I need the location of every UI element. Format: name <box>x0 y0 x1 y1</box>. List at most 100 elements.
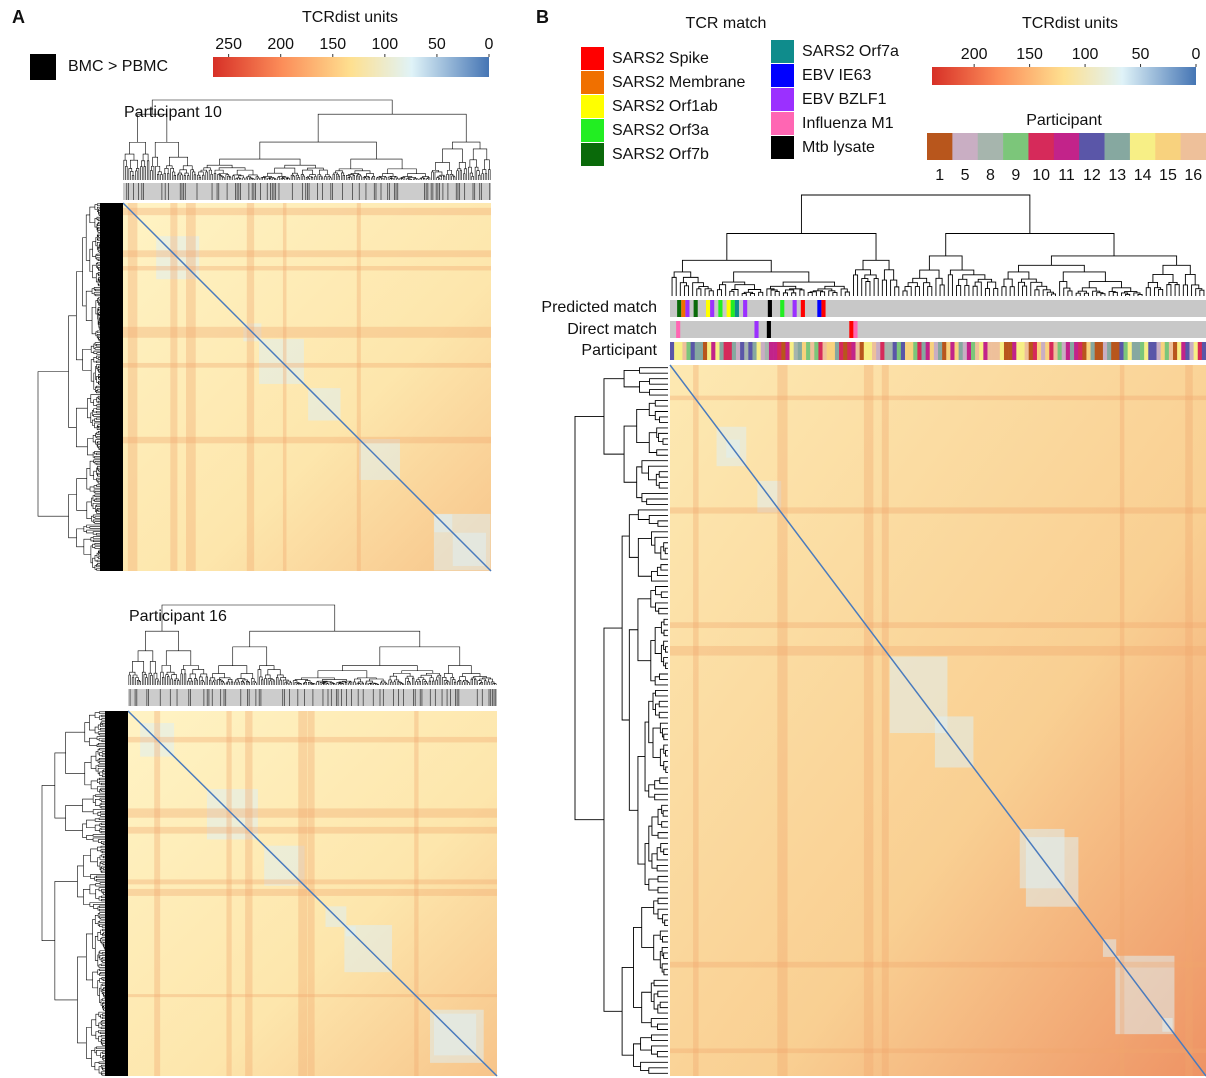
heatmap-band <box>670 622 1206 629</box>
participant-cell <box>810 342 815 360</box>
annotation-tick <box>342 183 343 200</box>
annotation-tick <box>291 183 293 200</box>
participant-cell <box>756 342 762 360</box>
annotation-tick <box>146 689 148 706</box>
annotation-tick <box>441 689 443 706</box>
annotation-tick <box>393 689 394 706</box>
annotation-tick <box>225 689 227 706</box>
participant-cell <box>966 342 972 360</box>
heatmap-band <box>670 645 1206 656</box>
participant-cell <box>760 342 766 360</box>
legend-label: Influenza M1 <box>802 115 894 132</box>
participant-cell <box>917 342 922 360</box>
annotation-tick <box>730 300 735 317</box>
annotation-tick <box>397 183 399 200</box>
row-label: Predicted match <box>541 299 657 316</box>
participant-cell <box>698 342 704 360</box>
annotation-tick <box>346 689 347 706</box>
annotation-tick <box>330 183 332 200</box>
annotation-tick <box>196 183 198 200</box>
legend-label: 1 <box>935 167 944 184</box>
annotation-tick <box>255 689 257 706</box>
participant-cell <box>789 342 794 360</box>
participant-cell <box>991 342 997 360</box>
participant-cell <box>797 342 803 360</box>
heatmap-band <box>307 711 315 1076</box>
annotation-tick <box>159 689 161 706</box>
participant-cell <box>1020 342 1025 360</box>
annotation-tick <box>255 183 256 200</box>
participant-cell <box>674 342 679 360</box>
participant-cell <box>715 342 720 360</box>
colorbar-tick-label: 100 <box>1072 46 1099 63</box>
annotation-tick <box>437 183 439 200</box>
annotation-tick <box>817 300 822 317</box>
participant-cell <box>731 342 737 360</box>
legend-title: Participant <box>1026 112 1102 129</box>
annotation-tick <box>220 689 222 706</box>
annotation-tick <box>260 183 261 200</box>
annotation-tick <box>676 321 681 338</box>
participant-cell <box>1016 342 1021 360</box>
participant-cell <box>1090 342 1095 360</box>
heatmap-band <box>170 203 178 571</box>
annotation-tick <box>447 183 449 200</box>
annotation-tick <box>442 183 444 200</box>
participant-cell <box>1127 342 1133 360</box>
participant-cell <box>913 342 918 360</box>
legend-swatch <box>771 112 794 135</box>
annotation-tick <box>335 689 337 706</box>
annotation-tick <box>238 183 240 200</box>
annotation-tick <box>273 183 275 200</box>
colorbar-tick-label: 150 <box>1016 46 1043 63</box>
participant-cell <box>1177 342 1182 360</box>
annotation-tick <box>248 183 250 200</box>
participant-cell <box>682 342 687 360</box>
annotation-tick <box>129 689 131 706</box>
participant-cell <box>1078 342 1083 360</box>
participant-cell <box>723 342 729 360</box>
participant-cell <box>1012 342 1017 360</box>
annotation-tick <box>337 689 339 706</box>
heatmap-band <box>298 711 308 1076</box>
participant-cell <box>888 342 893 360</box>
heatmap-band <box>226 711 232 1076</box>
annotation-tick <box>176 689 178 706</box>
annotation-tick <box>413 689 414 706</box>
legend-label: 15 <box>1159 167 1177 184</box>
legend-swatch <box>1129 133 1156 160</box>
heatmap-band <box>123 362 491 368</box>
annotation-tick <box>352 183 353 200</box>
legend-swatch <box>771 88 794 111</box>
participant-cell <box>822 342 827 360</box>
participant-cell <box>900 342 906 360</box>
participant-cell <box>1053 342 1058 360</box>
dendrogram <box>123 99 491 180</box>
legend-swatch <box>1053 133 1080 160</box>
participant-cell <box>909 342 914 360</box>
annotation-tick <box>248 689 250 706</box>
annotation-tick <box>317 183 318 200</box>
participant-cell <box>1028 342 1034 360</box>
annotation-tick <box>181 183 183 200</box>
annotation-tick <box>253 183 255 200</box>
heatmap-band <box>246 203 255 571</box>
heatmap-band <box>245 711 253 1076</box>
participant-cell <box>859 342 865 360</box>
participant-cell <box>1123 342 1128 360</box>
heatmap-band <box>123 250 491 258</box>
participant-cell <box>1041 342 1046 360</box>
annotation-tick <box>164 183 166 200</box>
participant-cell <box>933 342 939 360</box>
participant-cell <box>884 342 889 360</box>
participant-cell <box>1057 342 1062 360</box>
legend-swatch <box>30 54 56 80</box>
participant-cell <box>1156 342 1161 360</box>
participant-cell <box>970 342 976 360</box>
annotation-tick <box>322 183 323 200</box>
participant-cell <box>1094 342 1100 360</box>
legend-label: 5 <box>961 167 970 184</box>
legend-swatch <box>1079 133 1105 160</box>
annotation-tick <box>474 183 476 200</box>
participant-cell <box>1193 342 1199 360</box>
